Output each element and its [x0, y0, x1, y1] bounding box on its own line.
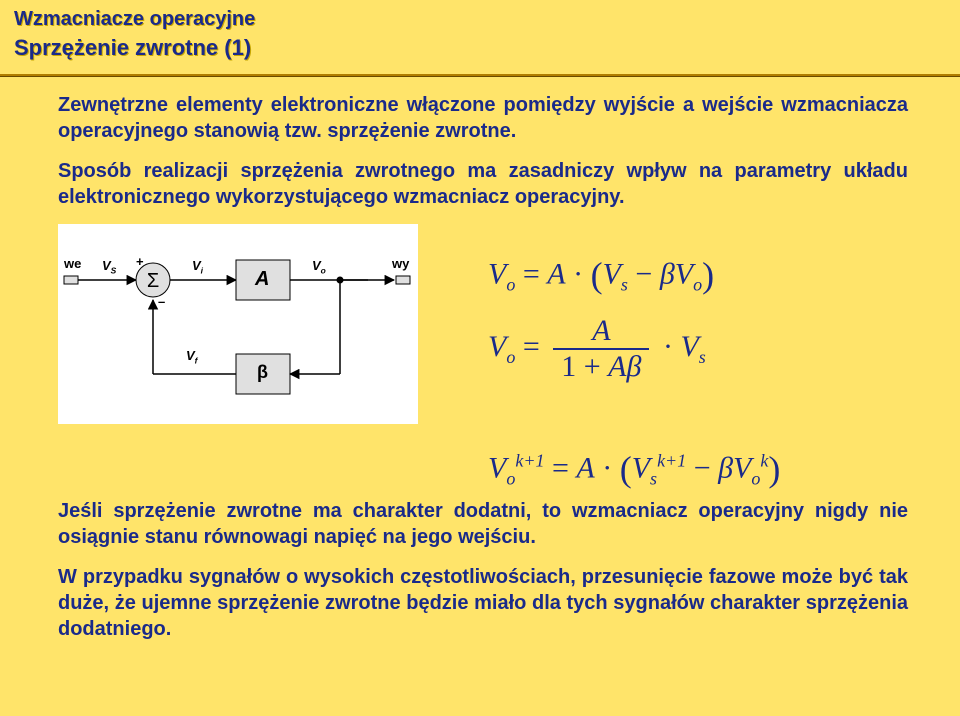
dg-minus: – — [158, 294, 165, 309]
paragraph-4: W przypadku sygnałów o wysokich częstotl… — [58, 564, 908, 642]
dg-vo: Vo — [312, 258, 326, 276]
slide-body: Zewnętrzne elementy elektroniczne włączo… — [58, 92, 908, 656]
dg-vs: VS — [102, 258, 116, 276]
dg-beta: β — [257, 362, 268, 383]
paragraph-2: Sposób realizacji sprzężenia zwrotnego m… — [58, 158, 908, 210]
equation-1: Vo = A · (Vs − βVo) — [488, 254, 908, 296]
diagram-row: Σ — [58, 224, 908, 424]
dg-A: A — [255, 268, 269, 291]
equation-3: Vok+1 = A · (Vsk+1 − βVok) — [488, 448, 908, 490]
svg-text:Σ: Σ — [147, 270, 159, 292]
slide-subtitle: Sprzężenie zwrotne (1) — [14, 35, 960, 61]
dg-vf: Vf — [186, 348, 197, 366]
dg-vi: Vi — [192, 258, 203, 276]
header-rule — [0, 74, 960, 76]
equation-2: Vo = A1 + Aβ · Vs — [488, 314, 908, 384]
slide-title: Wzmacniacze operacyjne — [14, 8, 960, 31]
diagram-svg: Σ — [58, 224, 418, 424]
paragraph-3: Jeśli sprzężenie zwrotne ma charakter do… — [58, 498, 908, 550]
dg-wy: wy — [392, 256, 409, 271]
dg-we: we — [64, 256, 81, 271]
block-diagram: Σ — [58, 224, 418, 424]
equation-column: Vo = A · (Vs − βVo) Vo = A1 + Aβ · Vs — [418, 224, 908, 402]
slide: Wzmacniacze operacyjne Sprzężenie zwrotn… — [0, 0, 960, 716]
paragraph-1: Zewnętrzne elementy elektroniczne włączo… — [58, 92, 908, 144]
dg-plus: + — [136, 254, 144, 269]
header: Wzmacniacze operacyjne Sprzężenie zwrotn… — [0, 0, 960, 65]
